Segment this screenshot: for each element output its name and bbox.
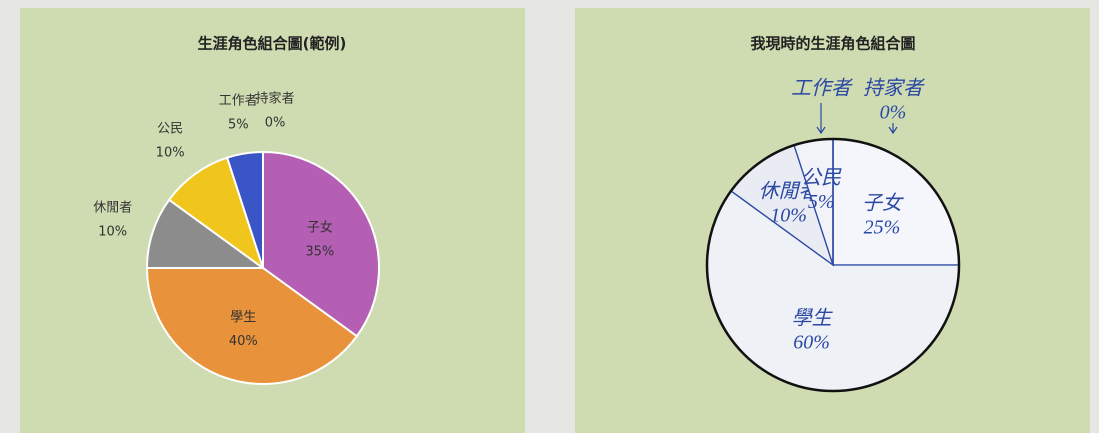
value-label: 35% (305, 245, 334, 260)
slice-label: 學生 (230, 310, 256, 325)
slice-label: 公民 (801, 167, 842, 189)
chart-title: 生涯角色組合圖(範例) (198, 35, 347, 53)
value-label: 60% (793, 332, 830, 354)
slice-label: 子女 (307, 220, 333, 236)
pie-slice (167, 156, 265, 271)
pie-outline (705, 137, 961, 393)
slice-label: 持家者 (255, 91, 294, 107)
slice-label: 工作者 (791, 78, 853, 100)
pie-slice (145, 198, 267, 269)
slice-label: 工作者 (219, 93, 258, 108)
value-label: 5% (228, 117, 249, 132)
value-label: 10% (156, 146, 185, 161)
value-label: 40% (229, 334, 258, 349)
value-label: 25% (864, 217, 901, 239)
arrow (816, 103, 826, 135)
chart-title: 我現時的生涯角色組合圖 (750, 35, 915, 53)
slice-label: 子女 (862, 193, 904, 215)
slice-label: 學生 (792, 308, 834, 330)
value-label: 0% (265, 116, 286, 131)
arrow (888, 123, 898, 135)
value-label: 5% (808, 191, 835, 213)
value-label: 10% (770, 204, 807, 226)
slice-label: 持家者 (863, 78, 925, 100)
pie-slice (145, 267, 359, 385)
value-label: 10% (98, 225, 127, 240)
pie-slice (262, 150, 380, 338)
value-label: 0% (880, 102, 907, 124)
slice-label: 休閒者 (93, 201, 132, 216)
slice-label: 公民 (157, 122, 183, 137)
slice-label: 休閒者 (759, 180, 821, 202)
